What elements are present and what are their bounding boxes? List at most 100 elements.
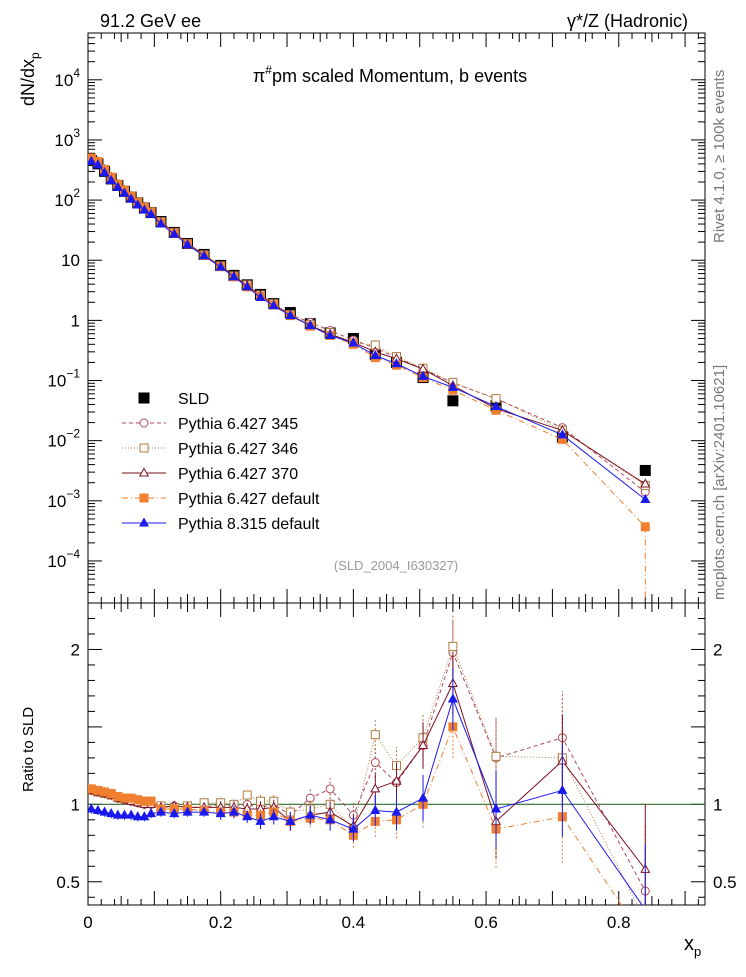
data-point [447, 395, 459, 407]
y-tick-label-base: 10 [47, 372, 66, 391]
ratio-data-point [305, 809, 316, 819]
data-point [215, 261, 226, 271]
legend-label: Pythia 6.427 370 [178, 466, 298, 483]
ratio-series-group [88, 615, 651, 945]
series-pythia-6-427-345 [88, 153, 650, 497]
legend-label: Pythia 6.427 345 [178, 416, 298, 433]
ratio-panel-frame [87, 602, 706, 906]
y-tick-label-exponent: −2 [66, 427, 80, 441]
data-point [490, 400, 502, 410]
y-tick-label-exponent: −3 [66, 487, 80, 501]
ratio-data-point [370, 758, 380, 768]
y-tick-label: 10 [61, 251, 80, 270]
y-tick-label-base: 10 [61, 251, 80, 270]
legend-item: Pythia 8.315 default [122, 516, 320, 533]
data-point [182, 239, 193, 249]
data-point [119, 187, 130, 197]
ratio-data-point [88, 803, 97, 813]
ratio-data-point [491, 751, 501, 761]
legend-marker [138, 392, 150, 404]
series-pythia-6-427-default [88, 153, 650, 603]
ratio-data-point [255, 815, 266, 825]
data-point [139, 204, 150, 214]
legend-label: Pythia 6.427 default [178, 491, 320, 508]
data-point [305, 319, 316, 330]
ratio-data-point [325, 814, 336, 824]
legend-marker [139, 493, 149, 503]
data-point [169, 228, 180, 238]
ratio-data-point [417, 739, 429, 749]
process-label: γ*/Z (Hadronic) [567, 11, 688, 31]
data-point [268, 300, 279, 310]
y-tick-label-base: 10 [54, 191, 73, 210]
data-point [132, 199, 143, 209]
y-tick-label: 102 [54, 186, 80, 210]
y-tick-label: 104 [54, 66, 80, 90]
y-tick-label-base: 1 [71, 311, 80, 330]
reference-id-label: (SLD_2004_I630327) [334, 558, 458, 573]
mcplots-source-label: mcplots.cern.ch [arXiv:2401.10621] [711, 365, 728, 600]
y-tick-label-base: 10 [47, 552, 66, 571]
ratio-data-point [448, 641, 458, 651]
ratio-series-line [91, 644, 638, 905]
data-point [640, 493, 651, 504]
data-point [370, 349, 381, 360]
ratio-data-point [155, 806, 167, 816]
y-tick-label: 10−1 [47, 367, 80, 391]
series-line [91, 157, 646, 528]
x-tick-label: 0.6 [474, 913, 498, 932]
ratio-data-point [106, 807, 117, 818]
rivet-version-label: Rivet 4.1.0, ≥ 100k events [711, 70, 728, 243]
energy-label: 91.2 GeV ee [100, 11, 201, 31]
data-point [112, 181, 123, 191]
ratio-data-point [112, 809, 123, 819]
y-tick-label-base: 10 [54, 131, 73, 150]
y-tick-label-exponent: −1 [66, 367, 80, 381]
y-axis-label: dN/dxp [18, 52, 42, 106]
ratio-data-point [348, 823, 359, 833]
legend-item: Pythia 6.427 346 [122, 441, 298, 458]
data-point [228, 271, 240, 281]
chart-title: π#pm scaled Momentum, b events [253, 63, 527, 86]
ratio-data-point [242, 811, 253, 821]
legend-item: Pythia 6.427 370 [122, 466, 298, 483]
x-tick-label: 0.8 [607, 913, 631, 932]
y-tick-label-base: 10 [54, 71, 73, 90]
data-point [348, 337, 359, 347]
data-point [126, 193, 137, 203]
data-point [106, 174, 117, 184]
x-tick-label: 0.2 [209, 913, 233, 932]
data-point [639, 464, 651, 476]
ratio-data-point [417, 792, 429, 802]
ratio-data-point [182, 806, 193, 816]
ratio-data-point [99, 806, 110, 816]
ratio-data-point [447, 693, 458, 703]
ratio-data-point [228, 806, 240, 816]
y-tick-label: 103 [54, 126, 80, 150]
ratio-data-point [145, 807, 157, 818]
ratio-data-point [370, 730, 380, 740]
ratio-data-point [370, 783, 381, 793]
legend: SLD Pythia 6.427 345 Pythia 6.427 346 Pythi… [122, 391, 320, 533]
ratio-series-pythia-6-427-345 [88, 621, 650, 905]
data-point [242, 281, 253, 291]
ratio-y-tick-label: 2 [71, 640, 80, 659]
data-point [557, 429, 568, 439]
legend-marker [138, 467, 150, 477]
ratio-y-tick-label-right: 1 [713, 795, 722, 814]
ratio-data-point [641, 916, 649, 924]
y-tick-label-base: 10 [47, 432, 66, 451]
legend-marker [139, 443, 149, 453]
ratio-data-point [641, 937, 649, 945]
legend-label: Pythia 6.427 346 [178, 441, 298, 458]
ratio-data-point [146, 796, 156, 806]
x-tick-label: 0 [83, 913, 92, 932]
ratio-data-point [285, 815, 296, 825]
ratio-data-point [644, 904, 646, 905]
data-point [88, 155, 97, 165]
ratio-data-point [199, 806, 210, 816]
data-point [145, 208, 157, 218]
ratio-data-point [557, 784, 568, 794]
ratio-data-point [169, 807, 180, 818]
